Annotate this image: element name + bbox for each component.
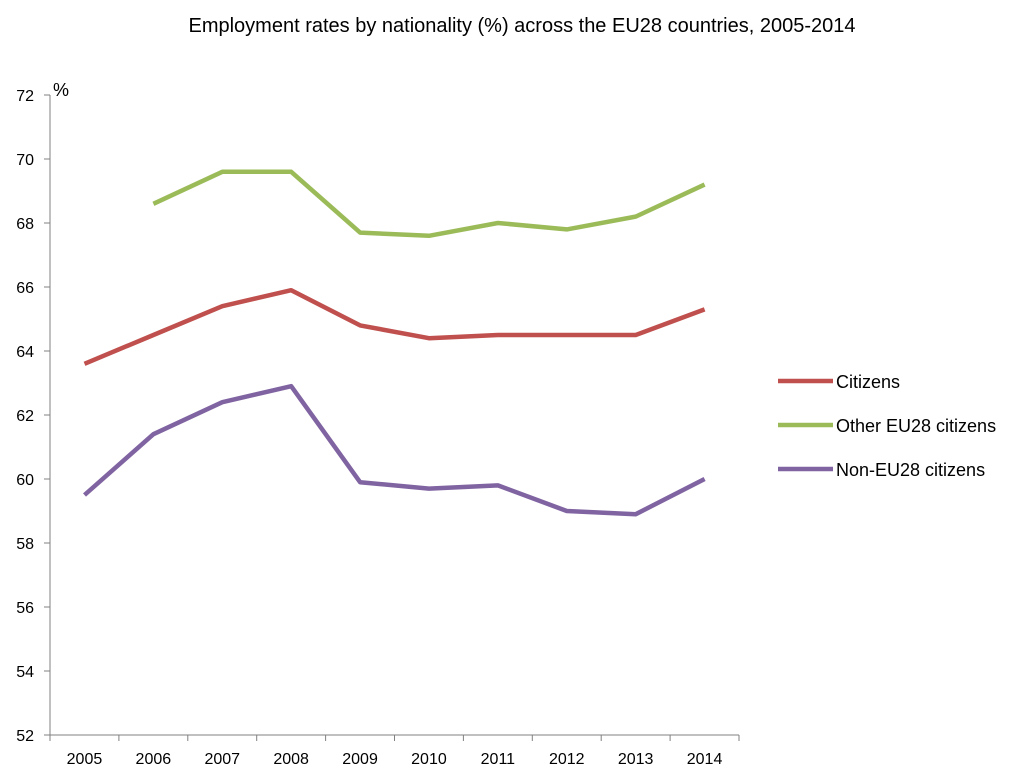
y-tick-label: 58 <box>16 536 34 553</box>
y-tick-label: 70 <box>16 152 34 169</box>
x-tick-label: 2007 <box>204 751 240 767</box>
x-axis-ticks: 2005 2006 2007 2008 2009 2010 2011 2012 2013 2014 <box>49 735 740 767</box>
y-tick-label: 60 <box>16 472 34 489</box>
y-tick-label: 56 <box>16 600 34 617</box>
x-tick-label: 2012 <box>549 751 585 767</box>
x-tick-label: 2006 <box>136 751 172 767</box>
legend-label: Citizens <box>836 372 900 392</box>
y-tick-label: 64 <box>16 344 34 361</box>
x-tick-label: 2011 <box>481 751 516 767</box>
y-axis-ticks: 52 54 56 58 60 62 64 66 68 70 72 <box>16 88 50 745</box>
x-tick-label: 2014 <box>687 751 723 767</box>
legend-label: Non-EU28 citizens <box>836 460 985 480</box>
series-line-2 <box>152 169 706 239</box>
y-axis-unit-label: % <box>53 80 69 100</box>
x-tick-label: 2005 <box>67 751 103 767</box>
y-tick-label: 66 <box>16 280 34 297</box>
y-tick-label: 68 <box>16 216 34 233</box>
y-tick-label: 72 <box>16 88 34 105</box>
series-lines <box>83 169 706 517</box>
y-tick-label: 54 <box>16 664 34 681</box>
y-tick-label: 52 <box>16 728 34 745</box>
legend: Citizens Other EU28 citizens Non-EU28 citi… <box>778 372 996 480</box>
x-tick-label: 2008 <box>273 751 309 767</box>
x-tick-label: 2013 <box>618 751 654 767</box>
x-tick-label: 2010 <box>411 751 447 767</box>
chart-title: Employment rates by nationality (%) acro… <box>188 15 855 37</box>
series-line-1 <box>83 287 706 366</box>
series-line-3 <box>83 383 706 517</box>
x-tick-label: 2009 <box>342 751 378 767</box>
legend-label: Other EU28 citizens <box>836 416 996 436</box>
y-tick-label: 62 <box>16 408 34 425</box>
